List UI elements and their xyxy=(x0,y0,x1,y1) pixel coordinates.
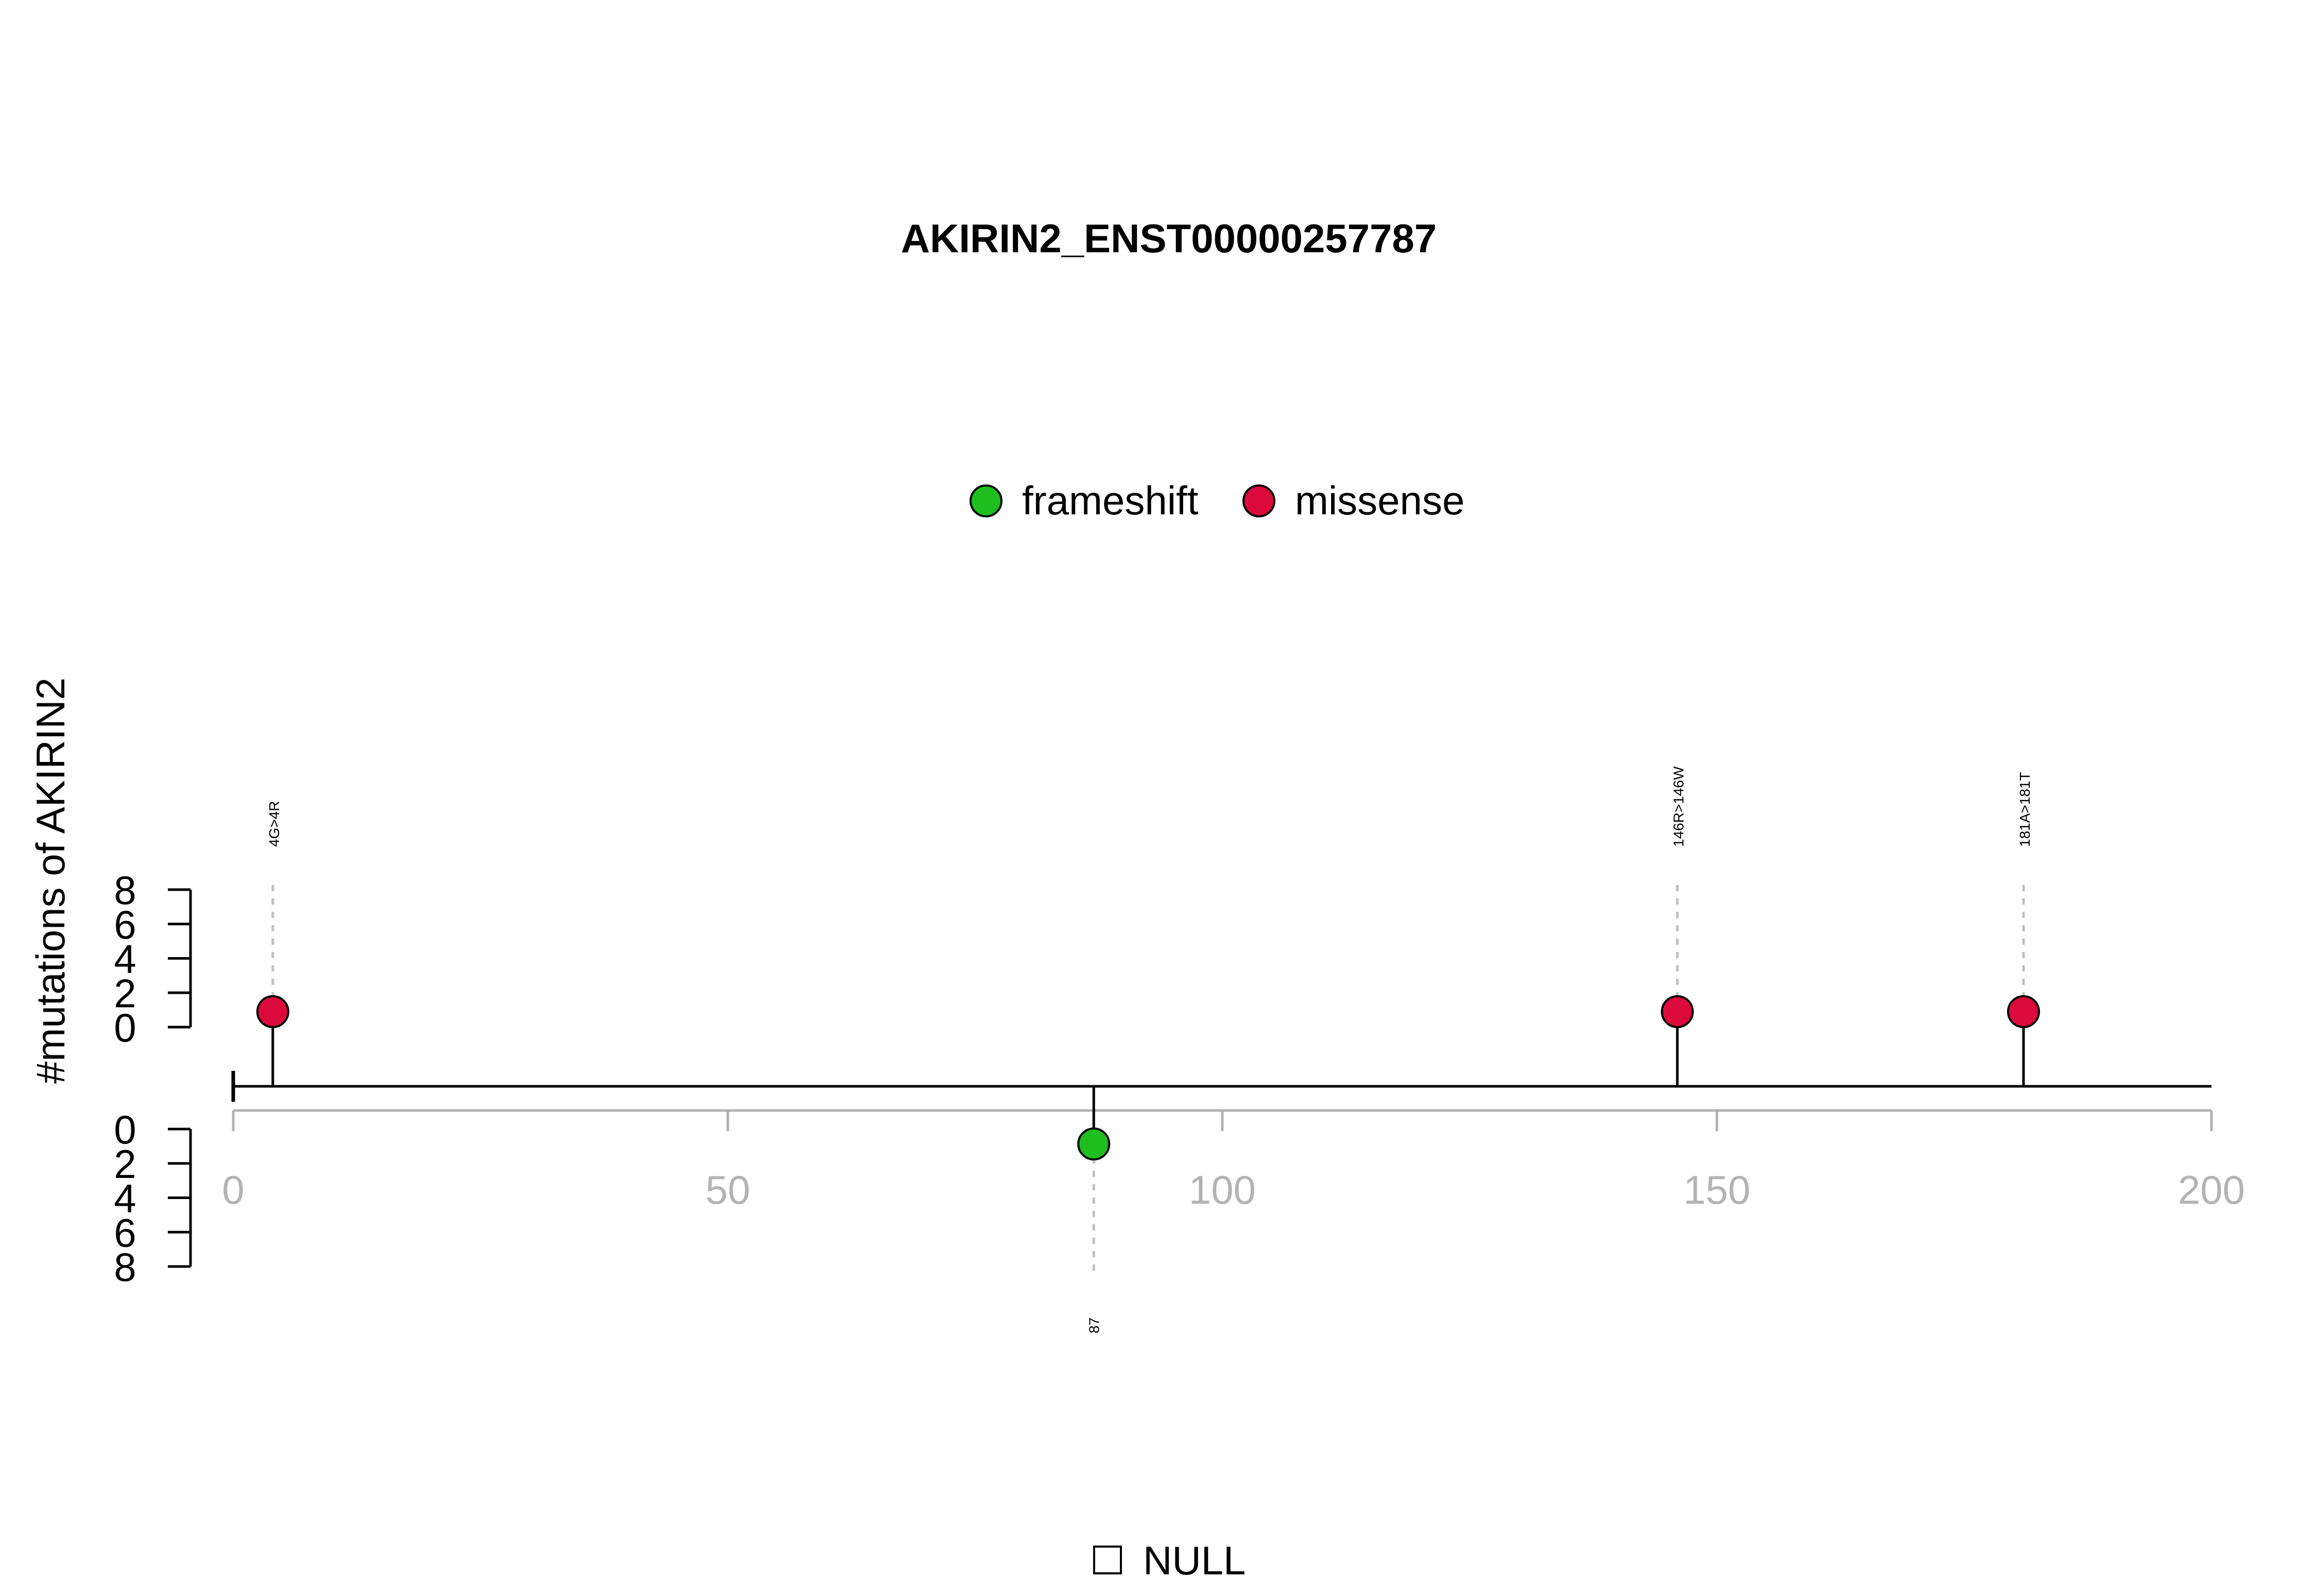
mutation-label: 146R>146W xyxy=(1671,766,1687,847)
x-tick-label: 0 xyxy=(222,1167,244,1212)
mutation-head xyxy=(2007,995,2041,1028)
lower-y-tick-label: 8 xyxy=(114,1244,136,1290)
mutation-head xyxy=(1661,995,1694,1028)
lower-y-tick-label: 6 xyxy=(114,1210,136,1255)
mutation-missense: 146R>146W xyxy=(1661,766,1694,1086)
x-tick-label: 150 xyxy=(1683,1167,1750,1212)
lower-y-tick-label: 0 xyxy=(114,1107,136,1152)
y-axis-label: #mutations of AKIRIN2 xyxy=(28,678,73,1084)
legend-item-missense: missense xyxy=(1242,478,1464,523)
upper-y-tick-label: 2 xyxy=(114,970,136,1016)
upper-y-tick-label: 6 xyxy=(114,902,136,947)
mutation-marks: 4G>4R 87 146R>146W 181A>181T xyxy=(256,766,2041,1333)
x-tick-label: 200 xyxy=(2178,1167,2245,1212)
mutation-label: 87 xyxy=(1086,1317,1102,1333)
legend-item-frameshift: frameshift xyxy=(970,478,1199,523)
upper-y-tick-label: 8 xyxy=(114,868,136,913)
upper-y-tick-label: 0 xyxy=(114,1005,136,1050)
chart-title: AKIRIN2_ENST00000257787 xyxy=(901,216,1437,261)
legend-label-missense: missense xyxy=(1295,478,1464,523)
legend-swatch-frameshift xyxy=(970,484,1002,517)
legend-swatch-missense xyxy=(1242,484,1275,517)
lower-y-tick-label: 4 xyxy=(114,1176,136,1221)
domain-legend: NULL xyxy=(1093,1538,1246,1583)
upper-y-tick-label: 4 xyxy=(114,936,136,982)
x-tick-label: 50 xyxy=(705,1167,750,1212)
domain-legend-label: NULL xyxy=(1143,1538,1246,1583)
mutation-label: 181A>181T xyxy=(2017,772,2033,847)
mutation-head xyxy=(256,995,289,1028)
x-axis: 0 50 100 150 200 xyxy=(222,1109,2245,1212)
legend-label-frameshift: frameshift xyxy=(1022,478,1199,523)
lower-y-tick-label: 2 xyxy=(114,1141,136,1187)
mutation-missense: 181A>181T xyxy=(2007,772,2041,1086)
mutation-missense: 4G>4R xyxy=(256,801,289,1086)
mutation-frameshift: 87 xyxy=(1077,1086,1111,1333)
mutation-label: 4G>4R xyxy=(266,801,282,847)
x-tick-label: 100 xyxy=(1189,1167,1256,1212)
domain-legend-swatch xyxy=(1093,1546,1122,1574)
legend: frameshift missense xyxy=(970,478,1464,523)
mutation-head xyxy=(1077,1127,1111,1160)
